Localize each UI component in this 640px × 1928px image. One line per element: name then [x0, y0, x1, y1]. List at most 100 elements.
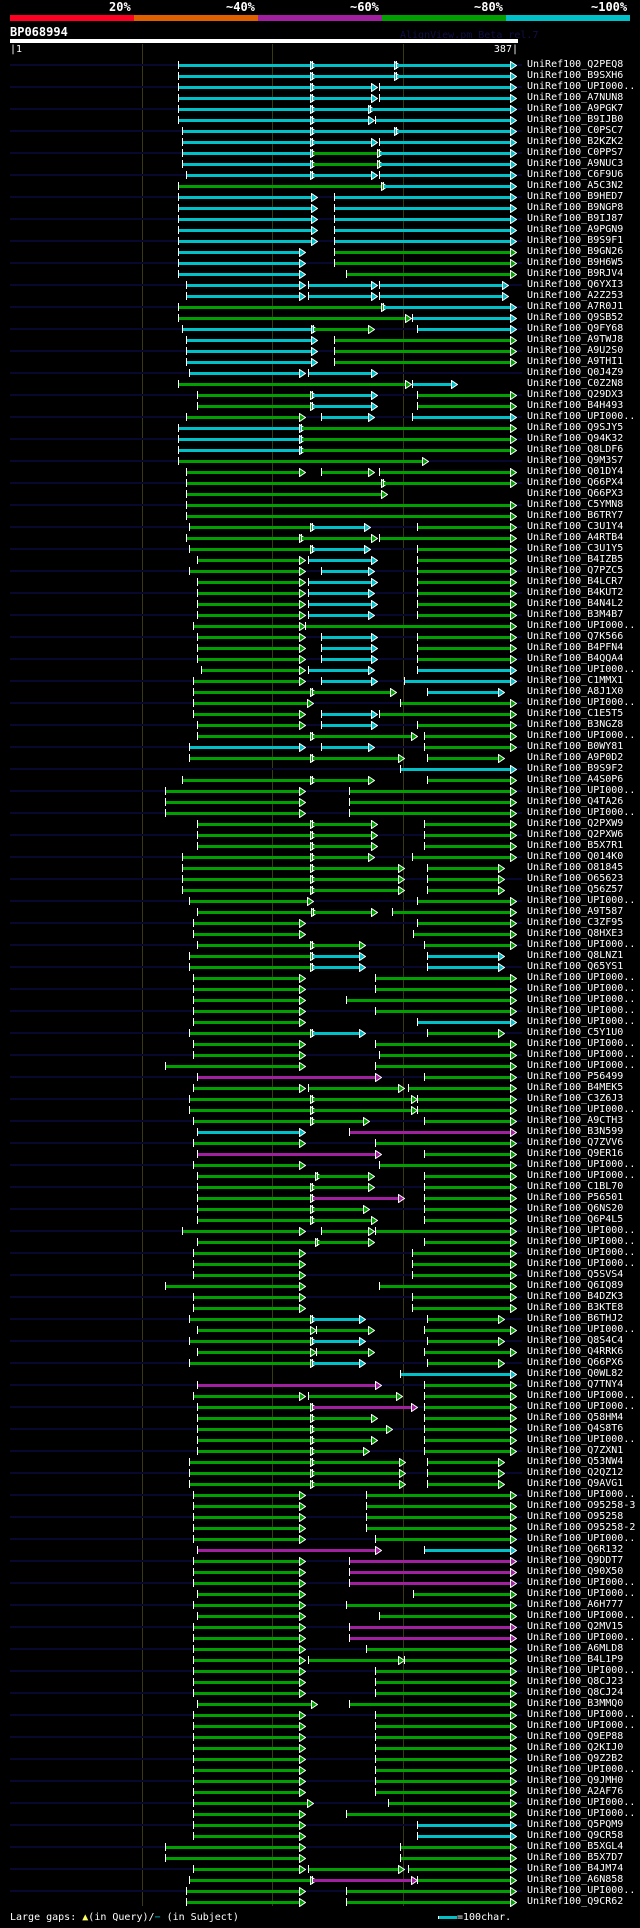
alignment-segment[interactable]: [311, 823, 373, 826]
alignment-segment[interactable]: [311, 878, 401, 881]
subject-label[interactable]: UniRef100_O95258-2: [527, 1522, 636, 1533]
subject-label[interactable]: UniRef100_C6F9U6: [527, 169, 624, 180]
alignment-segment[interactable]: [396, 75, 512, 78]
subject-label[interactable]: UniRef100_Q6P4L5: [527, 1214, 624, 1225]
subject-label[interactable]: UniRef100_UPI000..: [527, 1709, 636, 1720]
alignment-segment[interactable]: [197, 581, 302, 584]
alignment-segment[interactable]: [193, 1120, 312, 1123]
subject-label[interactable]: UniRef100_Q9CR62: [527, 1896, 624, 1907]
alignment-segment[interactable]: [177, 383, 407, 386]
subject-label[interactable]: UniRef100_A9T587: [527, 906, 624, 917]
alignment-segment[interactable]: [177, 273, 302, 276]
alignment-segment[interactable]: [423, 1439, 512, 1442]
alignment-segment[interactable]: [177, 438, 302, 441]
alignment-segment[interactable]: [311, 1032, 362, 1035]
alignment-segment[interactable]: [427, 955, 501, 958]
alignment-segment[interactable]: [177, 306, 384, 309]
alignment-segment[interactable]: [197, 592, 302, 595]
subject-label[interactable]: UniRef100_Q9JMH0: [527, 1775, 624, 1786]
alignment-segment[interactable]: [411, 416, 512, 419]
subject-label[interactable]: UniRef100_Q56Z57: [527, 884, 624, 895]
alignment-segment[interactable]: [185, 1901, 302, 1904]
alignment-segment[interactable]: [417, 1109, 512, 1112]
subject-label[interactable]: UniRef100_A5C3N2: [527, 180, 624, 191]
alignment-segment[interactable]: [417, 570, 512, 573]
alignment-segment[interactable]: [379, 1615, 512, 1618]
subject-label[interactable]: UniRef100_C3ZF95: [527, 917, 624, 928]
subject-label[interactable]: UniRef100_C0PSC7: [527, 125, 624, 136]
alignment-segment[interactable]: [197, 724, 302, 727]
alignment-segment[interactable]: [164, 790, 302, 793]
alignment-segment[interactable]: [316, 1241, 371, 1244]
alignment-segment[interactable]: [417, 1879, 512, 1882]
subject-label[interactable]: UniRef100_Q65YS1: [527, 961, 624, 972]
alignment-segment[interactable]: [193, 1010, 302, 1013]
alignment-segment[interactable]: [417, 724, 512, 727]
alignment-segment[interactable]: [423, 735, 512, 738]
subject-label[interactable]: UniRef100_A2Z253: [527, 290, 624, 301]
alignment-segment[interactable]: [193, 702, 310, 705]
subject-label[interactable]: UniRef100_Q2PXW6: [527, 829, 624, 840]
alignment-segment[interactable]: [177, 97, 312, 100]
alignment-segment[interactable]: [423, 746, 512, 749]
alignment-segment[interactable]: [379, 537, 512, 540]
alignment-segment[interactable]: [349, 790, 512, 793]
alignment-segment[interactable]: [193, 1043, 302, 1046]
subject-label[interactable]: UniRef100_B4QQA4: [527, 653, 624, 664]
alignment-segment[interactable]: [311, 86, 373, 89]
alignment-segment[interactable]: [307, 603, 373, 606]
alignment-segment[interactable]: [375, 1670, 512, 1673]
subject-label[interactable]: UniRef100_Q2PXW9: [527, 818, 624, 829]
alignment-segment[interactable]: [427, 1362, 501, 1365]
subject-label[interactable]: UniRef100_UPI000..: [527, 1324, 636, 1335]
subject-label[interactable]: UniRef100_C3U1Y4: [527, 521, 624, 532]
alignment-segment[interactable]: [311, 955, 362, 958]
alignment-segment[interactable]: [197, 1406, 312, 1409]
alignment-segment[interactable]: [333, 240, 512, 243]
alignment-segment[interactable]: [349, 812, 512, 815]
subject-label[interactable]: UniRef100_A7R0J1: [527, 301, 624, 312]
subject-label[interactable]: UniRef100_Q66PX3: [527, 488, 624, 499]
alignment-segment[interactable]: [189, 1032, 312, 1035]
alignment-segment[interactable]: [423, 1186, 512, 1189]
alignment-segment[interactable]: [311, 735, 414, 738]
alignment-segment[interactable]: [185, 339, 313, 342]
alignment-segment[interactable]: [379, 141, 512, 144]
alignment-segment[interactable]: [311, 152, 380, 155]
alignment-segment[interactable]: [383, 482, 512, 485]
subject-label[interactable]: UniRef100_Q9SB52: [527, 312, 624, 323]
alignment-segment[interactable]: [177, 64, 312, 67]
alignment-segment[interactable]: [193, 1747, 302, 1750]
alignment-segment[interactable]: [185, 1890, 302, 1893]
subject-label[interactable]: UniRef100_B4L1P9: [527, 1654, 624, 1665]
alignment-segment[interactable]: [423, 1197, 512, 1200]
alignment-segment[interactable]: [193, 1670, 302, 1673]
alignment-segment[interactable]: [407, 1087, 512, 1090]
alignment-segment[interactable]: [423, 944, 512, 947]
alignment-segment[interactable]: [411, 1274, 512, 1277]
alignment-segment[interactable]: [193, 1538, 302, 1541]
alignment-segment[interactable]: [423, 1153, 512, 1156]
alignment-segment[interactable]: [427, 1032, 501, 1035]
subject-label[interactable]: UniRef100_O95258: [527, 1511, 624, 1522]
alignment-segment[interactable]: [307, 669, 371, 672]
subject-label[interactable]: UniRef100_B3MMQ0: [527, 1698, 624, 1709]
subject-label[interactable]: UniRef100_B9NGP8: [527, 202, 624, 213]
alignment-segment[interactable]: [193, 625, 302, 628]
alignment-segment[interactable]: [189, 966, 312, 969]
alignment-segment[interactable]: [193, 1835, 302, 1838]
alignment-segment[interactable]: [375, 1681, 512, 1684]
alignment-segment[interactable]: [164, 812, 302, 815]
subject-label[interactable]: UniRef100_Q8CJ24: [527, 1687, 624, 1698]
alignment-segment[interactable]: [333, 262, 512, 265]
alignment-segment[interactable]: [333, 350, 512, 353]
alignment-segment[interactable]: [349, 1582, 512, 1585]
alignment-segment[interactable]: [320, 1230, 371, 1233]
alignment-segment[interactable]: [411, 1263, 512, 1266]
alignment-segment[interactable]: [181, 328, 313, 331]
alignment-segment[interactable]: [305, 625, 512, 628]
subject-label[interactable]: UniRef100_UPI000..: [527, 1038, 636, 1049]
alignment-segment[interactable]: [311, 1428, 389, 1431]
subject-label[interactable]: UniRef100_Q7K566: [527, 631, 624, 642]
alignment-segment[interactable]: [189, 1318, 312, 1321]
